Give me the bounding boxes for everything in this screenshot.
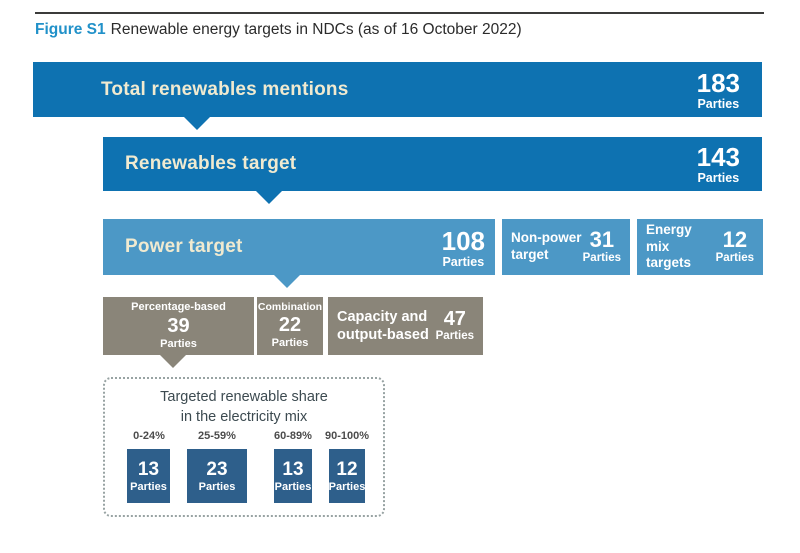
node-power-label: Power target xyxy=(125,236,243,257)
node-combination-unit: Parties xyxy=(271,337,309,350)
node-energy-mix-value: 12 Parties xyxy=(716,229,754,265)
node-total-renewables-mentions: Total renewables mentions 183 Parties xyxy=(33,62,762,117)
node-target-unit: Parties xyxy=(697,171,740,185)
node-total-count: 183 xyxy=(696,68,740,98)
share-bin-count-0-24: 13 xyxy=(137,458,160,480)
figure-title: Figure S1 Renewable energy targets in NDC… xyxy=(35,21,522,39)
node-capacity-count: 47 xyxy=(443,308,466,331)
node-target-value: 143 Parties xyxy=(697,144,740,185)
node-combination: Combination 22 Parties xyxy=(257,297,323,355)
share-bin-count-60-89: 13 xyxy=(282,458,304,480)
node-non-power-label-line1: Non-power xyxy=(511,230,582,246)
node-capacity-value: 47 Parties xyxy=(436,309,474,343)
node-total-unit: Parties xyxy=(697,97,740,111)
share-bin-box-90-100: 12 Parties xyxy=(329,449,365,503)
share-bin-count-90-100: 12 xyxy=(336,458,358,480)
node-energy-mix-label: Energy mix targets xyxy=(646,222,716,273)
share-bin-box-25-59: 23 Parties xyxy=(187,449,247,503)
node-non-power-target: Non-power target 31 Parties xyxy=(502,219,630,275)
share-panel-title: Targeted renewable share in the electric… xyxy=(105,388,383,427)
node-percentage-unit: Parties xyxy=(160,337,197,350)
share-panel-title-line2: in the electricity mix xyxy=(180,408,308,425)
node-percentage-based: Percentage-based 39 Parties xyxy=(103,297,254,355)
node-power-value: 108 Parties xyxy=(442,228,485,269)
share-bin-count-25-59: 23 xyxy=(206,458,228,480)
share-bin-unit-90-100: Parties xyxy=(328,480,366,493)
share-bin-range-90-100: 90-100% xyxy=(324,430,370,442)
node-power-count: 108 xyxy=(441,226,485,256)
arrow-down-power-to-types xyxy=(274,275,300,288)
share-bin-unit-60-89: Parties xyxy=(274,480,312,493)
arrow-down-total-to-target xyxy=(184,117,210,130)
node-capacity-unit: Parties xyxy=(435,330,474,343)
node-non-power-label: Non-power target xyxy=(511,230,582,264)
node-non-power-unit: Parties xyxy=(582,252,621,265)
node-combination-count: 22 xyxy=(278,314,302,337)
node-target-label: Renewables target xyxy=(125,153,297,174)
top-rule xyxy=(35,12,764,14)
node-percentage-count: 39 xyxy=(167,314,190,337)
node-renewables-target: Renewables target 143 Parties xyxy=(103,137,762,191)
share-bin-box-60-89: 13 Parties xyxy=(274,449,312,503)
node-capacity-output-based: Capacity and output-based 47 Parties xyxy=(328,297,483,355)
node-energy-mix-label-line1: Energy xyxy=(646,221,692,237)
node-total-label: Total renewables mentions xyxy=(101,78,349,100)
node-non-power-label-line2: target xyxy=(511,247,549,262)
share-bin-box-0-24: 13 Parties xyxy=(127,449,170,503)
share-panel: Targeted renewable share in the electric… xyxy=(103,377,385,517)
node-non-power-count: 31 xyxy=(589,227,615,253)
node-energy-mix-unit: Parties xyxy=(715,252,754,265)
figure-label: Figure S1 xyxy=(35,21,106,38)
arrow-down-target-to-power xyxy=(256,191,282,204)
node-capacity-label-line1: Capacity and xyxy=(337,308,428,325)
share-bin-unit-0-24: Parties xyxy=(130,480,167,493)
node-total-value: 183 Parties xyxy=(697,70,740,111)
node-percentage-label: Percentage-based xyxy=(131,300,226,313)
share-bin-unit-25-59: Parties xyxy=(198,480,236,493)
share-bin-range-0-24: 0-24% xyxy=(133,430,165,442)
node-target-count: 143 xyxy=(696,142,740,172)
node-energy-mix-targets: Energy mix targets 12 Parties xyxy=(637,219,763,275)
node-capacity-label-line2: output-based xyxy=(337,327,429,343)
node-power-unit: Parties xyxy=(442,255,485,269)
arrow-down-percentage-to-share xyxy=(160,355,186,368)
node-energy-mix-count: 12 xyxy=(722,227,748,253)
share-bin-range-25-59: 25-59% xyxy=(198,430,236,442)
figure-title-text: Renewable energy targets in NDCs (as of … xyxy=(110,21,522,38)
node-non-power-value: 31 Parties xyxy=(583,229,621,265)
node-power-target: Power target 108 Parties xyxy=(103,219,495,275)
node-capacity-label: Capacity and output-based xyxy=(337,308,429,344)
node-energy-mix-label-line2: mix targets xyxy=(646,238,692,271)
share-bin-range-60-89: 60-89% xyxy=(274,430,312,442)
node-combination-label: Combination xyxy=(257,301,323,314)
share-panel-title-line1: Targeted renewable share xyxy=(160,389,328,405)
